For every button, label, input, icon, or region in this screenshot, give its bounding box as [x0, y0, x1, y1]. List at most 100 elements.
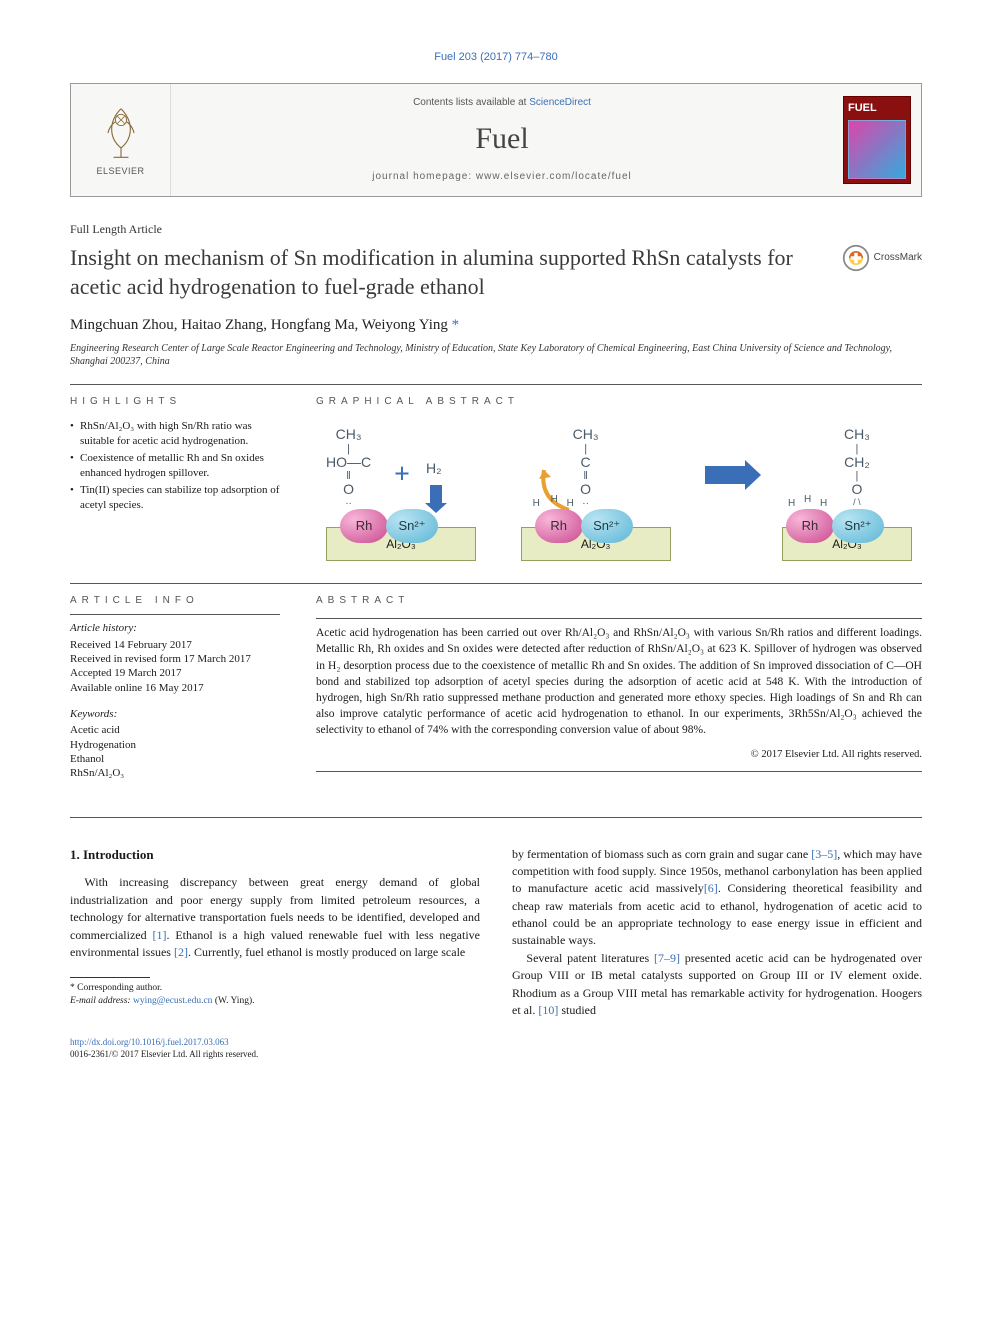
footer-block: http://dx.doi.org/10.1016/j.fuel.2017.03…	[70, 1037, 922, 1060]
text: studied	[558, 1003, 596, 1017]
body-column-left: 1. Introduction With increasing discrepa…	[70, 846, 480, 1020]
keyword: RhSn/Al₂O₃	[70, 766, 280, 780]
citation-line: Fuel 203 (2017) 774–780	[70, 50, 922, 65]
email-suffix: (W. Ying).	[212, 996, 254, 1006]
ref-link[interactable]: [6]	[704, 881, 718, 895]
section-heading: 1. Introduction	[70, 846, 480, 865]
journal-header: ELSEVIER Contents lists available at Sci…	[70, 83, 922, 197]
corresponding-marker: *	[448, 317, 459, 333]
journal-homepage: journal homepage: www.elsevier.com/locat…	[179, 170, 825, 184]
h2-label: H₂	[426, 461, 442, 476]
crossmark-label: CrossMark	[874, 251, 922, 265]
keywords-block: Keywords: Acetic acid Hydrogenation Etha…	[70, 707, 280, 781]
author-names: Mingchuan Zhou, Haitao Zhang, Hongfang M…	[70, 317, 448, 333]
history-heading: Article history:	[70, 621, 280, 636]
cover-title: FUEL	[848, 101, 906, 116]
publisher-logo-block: ELSEVIER	[71, 84, 171, 196]
ref-link[interactable]: [2]	[174, 945, 188, 959]
header-center: Contents lists available at ScienceDirec…	[171, 84, 833, 196]
body-column-right: by fermentation of biomass such as corn …	[512, 846, 922, 1020]
journal-cover: FUEL	[843, 96, 911, 184]
ga-panel-3: CH₃ | CH₂ | O / \ H H H Al₂O₃ Rh Sn²⁺	[772, 425, 922, 565]
plus-icon: +	[394, 455, 410, 494]
rh-particle: Rh	[786, 509, 834, 543]
contents-available: Contents lists available at ScienceDirec…	[179, 96, 825, 110]
sn-particle: Sn²⁺	[832, 509, 884, 543]
article-title: Insight on mechanism of Sn modification …	[70, 244, 822, 301]
down-arrow-icon	[430, 485, 442, 505]
divider	[70, 583, 922, 584]
highlight-item: Coexistence of metallic Rh and Sn oxides…	[70, 451, 280, 481]
email-link[interactable]: wying@ecust.edu.cn	[133, 996, 212, 1006]
issn-copyright: 0016-2361/© 2017 Elsevier Ltd. All right…	[70, 1049, 258, 1059]
divider	[316, 618, 922, 619]
history-line: Accepted 19 March 2017	[70, 666, 280, 680]
abstract-copyright: © 2017 Elsevier Ltd. All rights reserved…	[316, 748, 922, 763]
ref-link[interactable]: [3–5]	[811, 847, 837, 861]
homepage-prefix: journal homepage:	[372, 171, 476, 182]
h-atom: H	[533, 497, 540, 511]
article-info-label: ARTICLE INFO	[70, 594, 280, 608]
graphical-abstract: CH₃ | HO—C ‖ O ·· + H₂ Al₂O₃ Rh Sn²⁺ CH₃…	[316, 419, 922, 571]
abstract-text: Acetic acid hydrogenation has been carri…	[316, 625, 922, 738]
intro-paragraph-1: With increasing discrepancy between grea…	[70, 874, 480, 961]
email-footnote: E-mail address: wying@ecust.edu.cn (W. Y…	[70, 995, 480, 1007]
mol-ch3: CH₃	[844, 427, 870, 442]
divider	[316, 771, 922, 772]
authors: Mingchuan Zhou, Haitao Zhang, Hongfang M…	[70, 315, 922, 336]
mol-ch2: CH₂	[844, 455, 870, 470]
crossmark-badge[interactable]: CrossMark	[842, 244, 922, 272]
article-history: Article history: Received 14 February 20…	[70, 621, 280, 695]
mol-ch3: CH₃	[573, 427, 599, 442]
mol-o: O	[326, 482, 371, 497]
mol-o: O	[844, 482, 870, 497]
highlight-item: RhSn/Al₂O₃ with high Sn/Rh ratio was sui…	[70, 419, 280, 449]
history-line: Available online 16 May 2017	[70, 681, 280, 695]
ga-panel-2: CH₃ | C ‖ O ·· H H H Al₂O₃ Rh Sn²⁺	[511, 425, 681, 565]
divider	[70, 817, 922, 818]
journal-cover-block: FUEL	[833, 84, 921, 196]
footnote-rule	[70, 977, 150, 978]
ref-link[interactable]: [10]	[538, 1003, 558, 1017]
sciencedirect-link[interactable]: ScienceDirect	[529, 97, 591, 108]
text: Several patent literatures	[526, 951, 654, 965]
affiliation: Engineering Research Center of Large Sca…	[70, 342, 922, 368]
keywords-heading: Keywords:	[70, 707, 280, 722]
acetic-acid-structure: CH₃ | HO—C ‖ O ··	[326, 427, 371, 508]
ref-link[interactable]: [7–9]	[654, 951, 680, 965]
contents-prefix: Contents lists available at	[413, 97, 529, 108]
highlights-label: HIGHLIGHTS	[70, 395, 280, 409]
h-atom: H	[551, 493, 558, 507]
rh-particle: Rh	[340, 509, 388, 543]
divider	[70, 614, 280, 615]
elsevier-logo: ELSEVIER	[93, 103, 149, 178]
corresponding-footnote: * Corresponding author.	[70, 982, 480, 994]
email-prefix: E-mail address:	[70, 996, 133, 1006]
ref-link[interactable]: [1]	[152, 928, 166, 942]
history-line: Received 14 February 2017	[70, 638, 280, 652]
intro-paragraph-3: Several patent literatures [7–9] present…	[512, 950, 922, 1020]
text: . Currently, fuel ethanol is mostly prod…	[188, 945, 465, 959]
mol-hoc: HO—C	[326, 455, 371, 470]
keyword: Ethanol	[70, 752, 280, 766]
history-line: Received in revised form 17 March 2017	[70, 652, 280, 666]
h-atom: H	[788, 497, 795, 511]
article-type: Full Length Article	[70, 221, 922, 238]
mol-ch3: CH₃	[326, 427, 371, 442]
keyword: Acetic acid	[70, 723, 280, 737]
intro-paragraph-2: by fermentation of biomass such as corn …	[512, 846, 922, 950]
abstract-label: ABSTRACT	[316, 594, 922, 608]
journal-title: Fuel	[179, 118, 825, 160]
ga-panel-1: CH₃ | HO—C ‖ O ·· + H₂ Al₂O₃ Rh Sn²⁺	[316, 425, 486, 565]
doi-link[interactable]: http://dx.doi.org/10.1016/j.fuel.2017.03…	[70, 1037, 229, 1047]
keyword: Hydrogenation	[70, 738, 280, 752]
h-atom: H	[804, 493, 811, 507]
publisher-name: ELSEVIER	[96, 165, 144, 178]
homepage-url[interactable]: www.elsevier.com/locate/fuel	[476, 171, 632, 182]
sn-particle: Sn²⁺	[386, 509, 438, 543]
crossmark-icon	[842, 244, 870, 272]
cover-art	[848, 120, 906, 180]
highlight-item: Tin(II) species can stabilize top adsorp…	[70, 483, 280, 513]
highlights-list: RhSn/Al₂O₃ with high Sn/Rh ratio was sui…	[70, 419, 280, 512]
ethoxy-structure: CH₃ | CH₂ | O / \	[844, 427, 870, 507]
